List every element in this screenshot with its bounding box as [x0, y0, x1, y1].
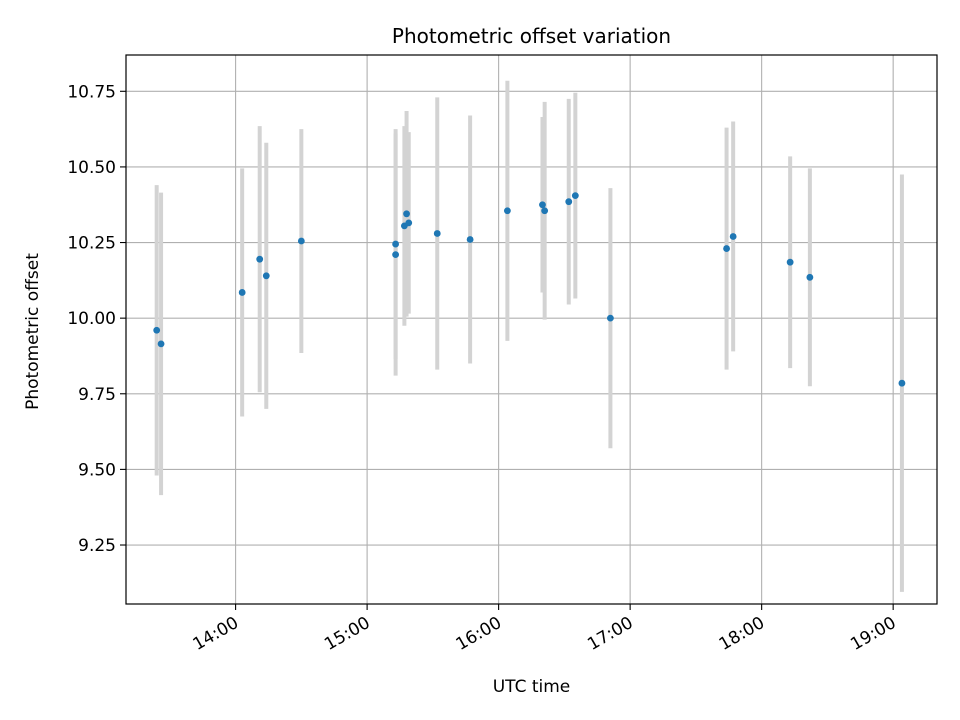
y-tick-label: 10.50	[67, 158, 116, 178]
data-point	[433, 230, 441, 237]
data-point	[262, 272, 270, 280]
x-axis-ticks: 14:00 15:00 16:00 17:00 18:00 19:00	[190, 604, 900, 655]
data-point	[466, 236, 474, 243]
data-point	[565, 198, 573, 206]
y-tick-label: 9.50	[78, 460, 116, 480]
x-tick-label: 14:00	[190, 613, 242, 655]
data-point	[403, 210, 410, 218]
data-point	[898, 379, 906, 387]
grid-layer	[126, 55, 937, 604]
point-layer	[153, 192, 906, 387]
x-tick-label: 16:00	[453, 613, 505, 655]
data-point	[539, 201, 546, 209]
y-axis-ticks: 9.25 9.50 9.75 10.00 10.25 10.50 10.75	[67, 82, 126, 556]
data-point	[541, 207, 549, 215]
data-point	[256, 255, 264, 263]
data-point	[153, 326, 161, 334]
data-point	[729, 233, 737, 240]
data-point	[607, 314, 614, 322]
data-point	[392, 240, 400, 248]
data-point	[786, 258, 794, 266]
y-tick-label: 10.25	[67, 234, 116, 254]
data-point	[806, 273, 814, 281]
y-axis-label: Photometric offset	[23, 253, 43, 410]
data-point	[571, 192, 579, 200]
errorbar-layer	[154, 80, 904, 592]
data-point	[392, 251, 400, 259]
x-tick-label: 18:00	[716, 613, 768, 655]
data-point	[297, 237, 305, 245]
y-tick-label: 10.75	[67, 82, 116, 102]
data-point	[405, 219, 413, 227]
x-tick-label: 19:00	[847, 613, 899, 655]
x-axis-label: UTC time	[493, 677, 571, 697]
chart-title: Photometric offset variation	[392, 24, 671, 48]
x-tick-label: 17:00	[584, 613, 636, 655]
data-point	[157, 340, 165, 348]
data-point	[238, 289, 246, 296]
data-point	[723, 245, 730, 252]
plot-frame	[125, 54, 938, 605]
x-tick-label: 15:00	[321, 613, 373, 655]
y-tick-label: 9.25	[78, 536, 116, 556]
y-tick-label: 9.75	[78, 385, 116, 405]
y-tick-label: 10.00	[67, 309, 116, 329]
data-point	[503, 207, 511, 215]
